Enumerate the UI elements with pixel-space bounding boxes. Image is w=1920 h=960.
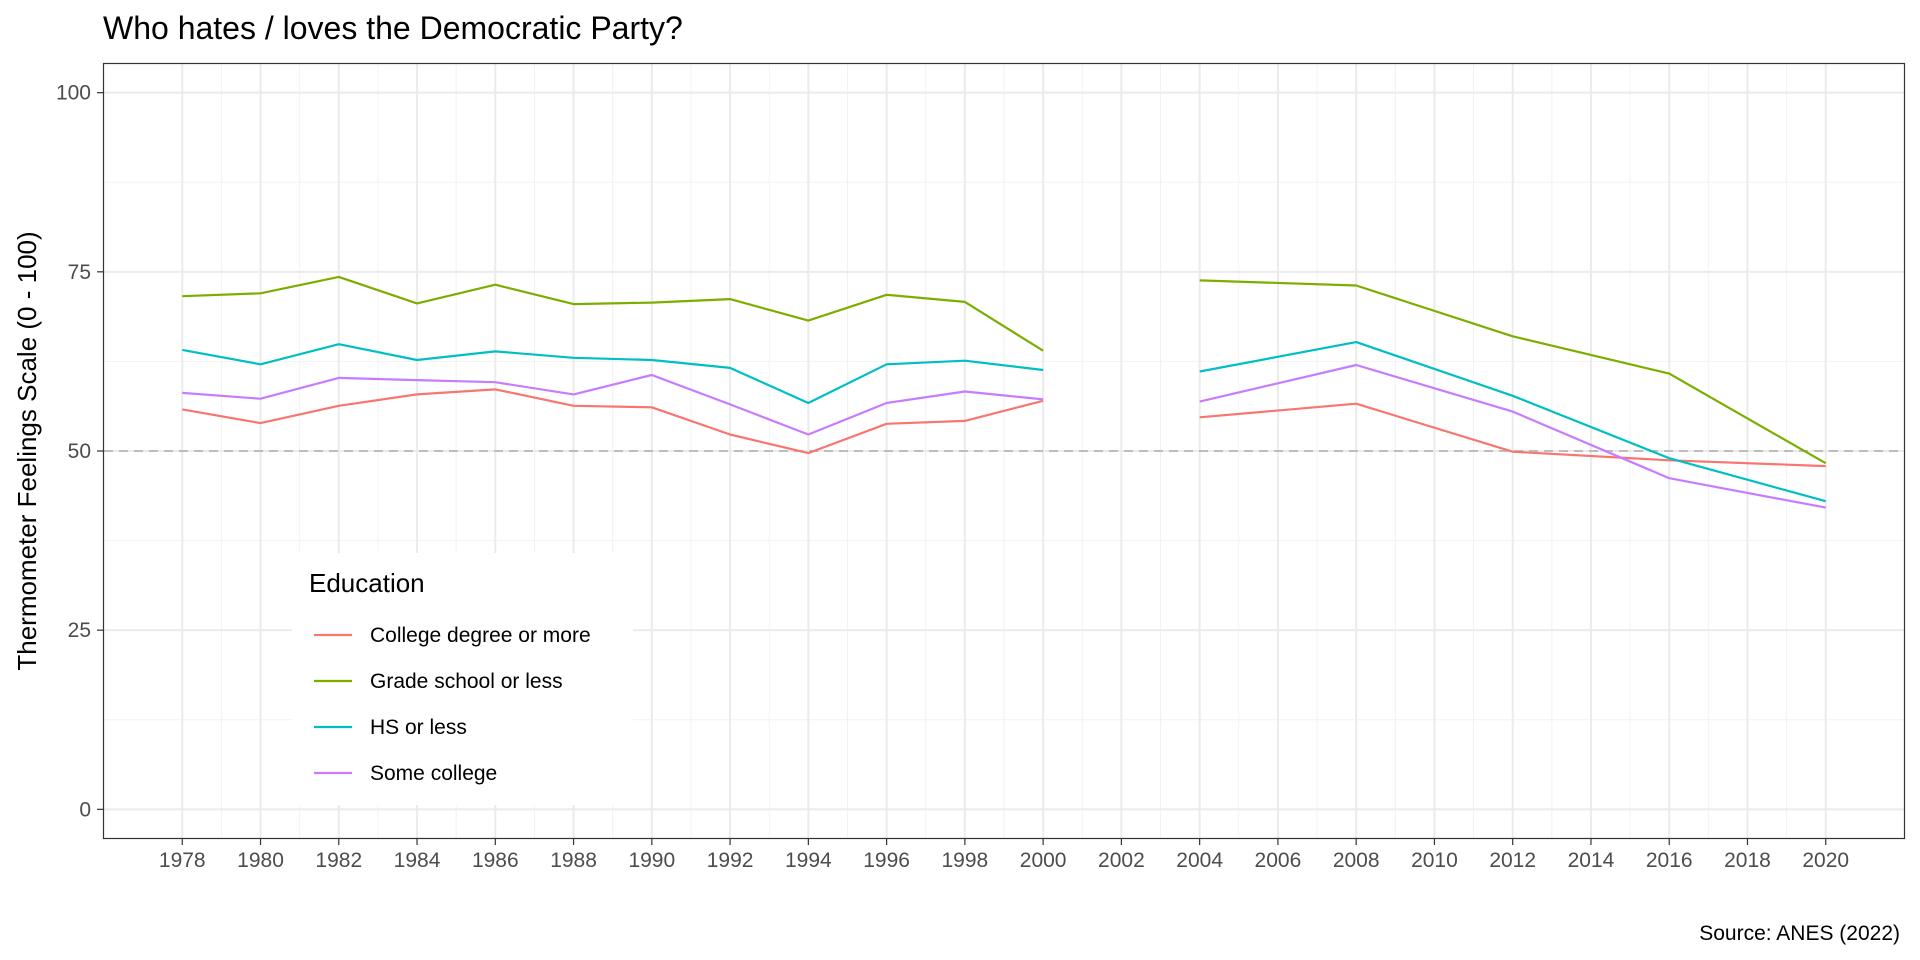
series-line-grade-school-or-less-segment-2	[1199, 279, 1827, 465]
x-tick-label: 2018	[1724, 849, 1771, 872]
series-lines	[182, 275, 1827, 509]
series-line-college-degree-or-more-segment-2	[1199, 402, 1826, 468]
y-tick-label: 75	[68, 261, 91, 284]
series-line-grade-school-or-less-segment-1	[182, 275, 1044, 352]
x-tick-label: 1984	[394, 849, 441, 872]
x-tick-label: 1980	[237, 849, 284, 872]
series-line-hs-or-less-segment-1	[182, 343, 1044, 405]
x-tick-label: 1992	[707, 849, 754, 872]
x-tick-label: 2006	[1255, 849, 1302, 872]
x-tick-label: 1998	[942, 849, 989, 872]
major-gridlines	[104, 64, 1904, 838]
legend-items: College degree or more Grade school or le…	[314, 624, 591, 785]
x-tick-label: 2014	[1568, 849, 1615, 872]
y-axis-ticks: 0 25 50 75 100	[56, 82, 104, 821]
x-tick-label: 1982	[315, 849, 362, 872]
x-tick-label: 2002	[1098, 849, 1145, 872]
caption: Source: ANES (2022)	[1699, 922, 1900, 945]
series-line-hs-or-less-segment-2	[1199, 341, 1826, 503]
legend-label-hs-or-less: HS or less	[370, 716, 467, 739]
x-tick-label: 1990	[628, 849, 675, 872]
x-tick-label: 1994	[785, 849, 832, 872]
series-line-some-college-segment-2	[1199, 363, 1826, 509]
x-tick-label: 2004	[1176, 849, 1223, 872]
x-tick-label: 2020	[1802, 849, 1849, 872]
legend-label-some-college: Some college	[370, 762, 497, 785]
y-axis-title: Thermometer Feelings Scale (0 - 100)	[12, 231, 42, 670]
x-tick-label: 1996	[863, 849, 910, 872]
y-tick-label: 100	[56, 82, 91, 105]
legend-label-college-degree-or-more: College degree or more	[370, 624, 591, 647]
legend-title: Education	[309, 568, 425, 598]
y-tick-label: 25	[68, 619, 91, 642]
legend: Education College degree or more Grade sc…	[292, 553, 633, 805]
x-tick-label: 1986	[472, 849, 519, 872]
x-tick-label: 2012	[1489, 849, 1536, 872]
x-tick-label: 1978	[159, 849, 206, 872]
series-line-college-degree-or-more-segment-1	[182, 388, 1044, 455]
chart-title: Who hates / loves the Democratic Party?	[103, 10, 683, 46]
x-tick-label: 2000	[1020, 849, 1067, 872]
x-tick-label: 2008	[1333, 849, 1380, 872]
x-tick-label: 1988	[550, 849, 597, 872]
series-line-some-college-segment-1	[182, 373, 1044, 436]
legend-label-grade-school-or-less: Grade school or less	[370, 670, 563, 693]
x-axis-ticks: 1978 1980 1982 1984 1986 1988 1990 1992 1994 1996…	[159, 838, 1849, 872]
x-tick-label: 2010	[1411, 849, 1458, 872]
legend-box	[292, 553, 633, 805]
y-tick-label: 0	[79, 798, 91, 821]
x-tick-label: 2016	[1646, 849, 1693, 872]
y-tick-label: 50	[68, 440, 91, 463]
